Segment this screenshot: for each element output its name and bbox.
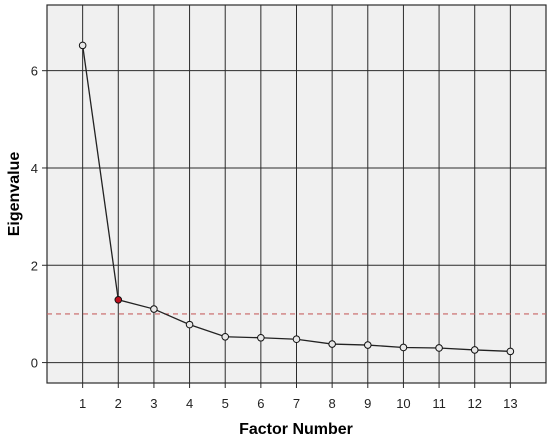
x-tick-label: 12 — [467, 396, 481, 411]
x-tick-label: 8 — [329, 396, 336, 411]
data-point — [363, 341, 372, 349]
y-tick-label: 6 — [31, 64, 38, 79]
x-tick-label: 3 — [150, 396, 157, 411]
x-tick-label: 4 — [186, 396, 193, 411]
x-tick-label: 5 — [222, 396, 229, 411]
x-tick-label: 13 — [503, 396, 517, 411]
data-point — [185, 320, 194, 329]
data-point — [435, 344, 443, 352]
highlighted-data-point — [114, 296, 123, 304]
x-tick-label: 9 — [364, 396, 371, 411]
x-tick-label: 11 — [432, 396, 446, 411]
y-tick-label: 0 — [31, 356, 38, 371]
y-tick-label: 2 — [31, 258, 38, 273]
horizontal-gridlines — [47, 70, 546, 364]
data-point — [399, 343, 408, 352]
y-axis-ticks: 0 2 4 6 — [31, 64, 47, 371]
data-point — [221, 332, 230, 341]
x-axis-ticks: 1 2 3 4 5 6 7 8 9 10 11 12 13 — [79, 383, 518, 411]
data-points — [78, 41, 515, 356]
y-axis-title: Eigenvalue — [6, 152, 23, 237]
x-tick-label: 2 — [115, 396, 122, 411]
x-tick-label: 6 — [257, 396, 264, 411]
x-tick-label: 10 — [396, 396, 410, 411]
x-tick-label: 7 — [293, 396, 300, 411]
data-point — [150, 305, 158, 313]
data-point — [257, 333, 265, 342]
data-point — [292, 335, 301, 344]
data-point — [78, 41, 87, 50]
data-point — [328, 340, 336, 348]
x-tick-label: 1 — [79, 396, 86, 411]
data-point — [506, 347, 515, 356]
y-tick-label: 4 — [31, 161, 38, 176]
x-axis-title: Factor Number — [239, 421, 353, 438]
vertical-gridlines — [82, 5, 511, 383]
data-point — [470, 346, 479, 354]
